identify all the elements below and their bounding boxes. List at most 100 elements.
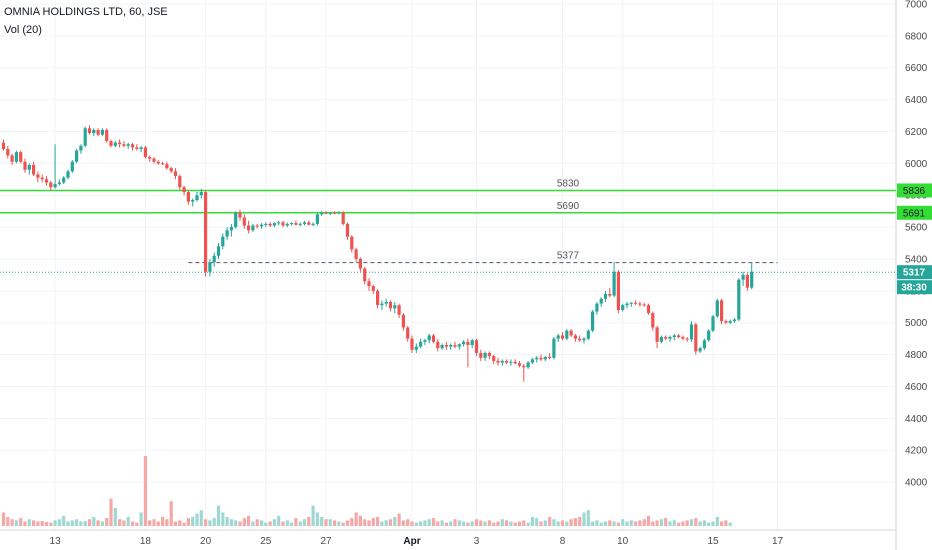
candle-body xyxy=(560,335,565,339)
volume-bar xyxy=(152,519,156,526)
candle-body xyxy=(14,152,18,162)
candle-body xyxy=(354,249,358,259)
candle-body xyxy=(586,330,590,339)
candle-body xyxy=(397,305,401,315)
volume-bar xyxy=(345,520,350,526)
chart-title: OMNIA HOLDINGS LTD, 60, JSE xyxy=(4,6,168,18)
candle-body xyxy=(728,321,732,323)
candle-body xyxy=(264,223,268,225)
candle-body xyxy=(259,224,264,227)
volume-bar xyxy=(83,521,87,526)
y-tick-label: 6400 xyxy=(905,95,928,106)
volume-bar xyxy=(6,516,10,526)
candle-body xyxy=(582,338,586,341)
candle-body xyxy=(608,294,612,296)
candle-body xyxy=(715,300,719,317)
candle-body xyxy=(431,335,436,342)
candle-body xyxy=(328,212,332,214)
volume-bar xyxy=(530,516,534,526)
candle-body xyxy=(247,225,251,231)
volume-bar xyxy=(621,519,625,526)
volume-bar xyxy=(251,521,255,526)
volume-bar xyxy=(290,522,294,526)
volume-bar xyxy=(543,520,547,526)
y-tick-label: 4600 xyxy=(905,382,928,393)
volume-bar xyxy=(505,520,509,526)
volume-bar xyxy=(139,512,143,526)
level-axis-badge-text: 5691 xyxy=(903,208,926,219)
volume-bar xyxy=(685,520,689,526)
candle-body xyxy=(126,144,130,146)
volume-bar xyxy=(328,519,332,526)
volume-bar xyxy=(419,521,423,526)
candle-body xyxy=(19,152,23,162)
candle-body xyxy=(380,303,384,306)
candle-body xyxy=(517,363,522,366)
volume-bar xyxy=(406,519,410,526)
candle-body xyxy=(462,341,466,345)
volume-bar xyxy=(302,519,307,526)
candle-body xyxy=(505,360,509,363)
volume-bar xyxy=(487,520,491,526)
candle-body xyxy=(565,330,569,339)
x-tick-label: 13 xyxy=(50,536,62,547)
candle-body xyxy=(681,337,685,339)
candle-body xyxy=(698,348,702,352)
candle-body xyxy=(161,163,165,165)
candle-body xyxy=(315,214,319,224)
volume-bar xyxy=(178,520,182,526)
volume-indicator-label[interactable]: Vol (20) xyxy=(4,24,42,36)
candle-body xyxy=(543,356,547,360)
candle-body xyxy=(466,341,470,346)
volume-bar xyxy=(492,522,496,526)
candle-body xyxy=(62,177,66,183)
volume-bar xyxy=(423,520,427,526)
candle-body xyxy=(393,305,397,309)
candle-body xyxy=(720,300,724,322)
y-tick-label: 6800 xyxy=(905,31,928,42)
volume-bar xyxy=(552,519,556,526)
resistance-label: 5377 xyxy=(557,251,580,262)
volume-bar xyxy=(603,521,608,526)
volume-bar xyxy=(659,519,663,526)
volume-bar xyxy=(268,521,272,526)
volume-bar xyxy=(238,521,242,526)
candle-body xyxy=(406,327,410,339)
volume-bar xyxy=(161,516,165,526)
candle-body xyxy=(694,324,698,352)
x-tick-label: 20 xyxy=(200,536,212,547)
volume-bar xyxy=(393,516,397,526)
candle-body xyxy=(569,330,573,336)
volume-bar xyxy=(522,520,526,526)
volume-bar xyxy=(324,519,328,526)
price-badges: 5836 5691 5317 38:30 xyxy=(897,183,932,295)
level-axis-badge-text: 5836 xyxy=(903,186,926,197)
volume-bar xyxy=(354,512,358,526)
candle-body xyxy=(685,338,689,340)
volume-bar xyxy=(32,520,36,526)
candle-body xyxy=(277,222,281,224)
candle-body xyxy=(79,145,83,151)
volume-bar xyxy=(376,516,380,526)
volume-bar xyxy=(130,521,135,526)
volume-bar xyxy=(586,510,590,526)
volume-bar xyxy=(462,521,466,526)
candle-body xyxy=(530,359,534,363)
volume-bar xyxy=(53,520,57,526)
volume-bar xyxy=(625,521,629,526)
volume-bar xyxy=(573,518,577,526)
candle-body xyxy=(552,338,556,358)
volume-bar xyxy=(122,520,126,526)
volume-bar xyxy=(401,520,405,526)
candle-body xyxy=(625,303,629,306)
volume-bar xyxy=(651,521,655,526)
volume-bar xyxy=(66,521,70,526)
volume-bar xyxy=(337,521,341,526)
candle-body xyxy=(285,223,289,226)
candle-body xyxy=(173,171,178,177)
horizontal-levels: 5830 5690 5377 xyxy=(0,178,896,273)
candle-body xyxy=(229,227,233,231)
volume-bar xyxy=(36,521,40,526)
